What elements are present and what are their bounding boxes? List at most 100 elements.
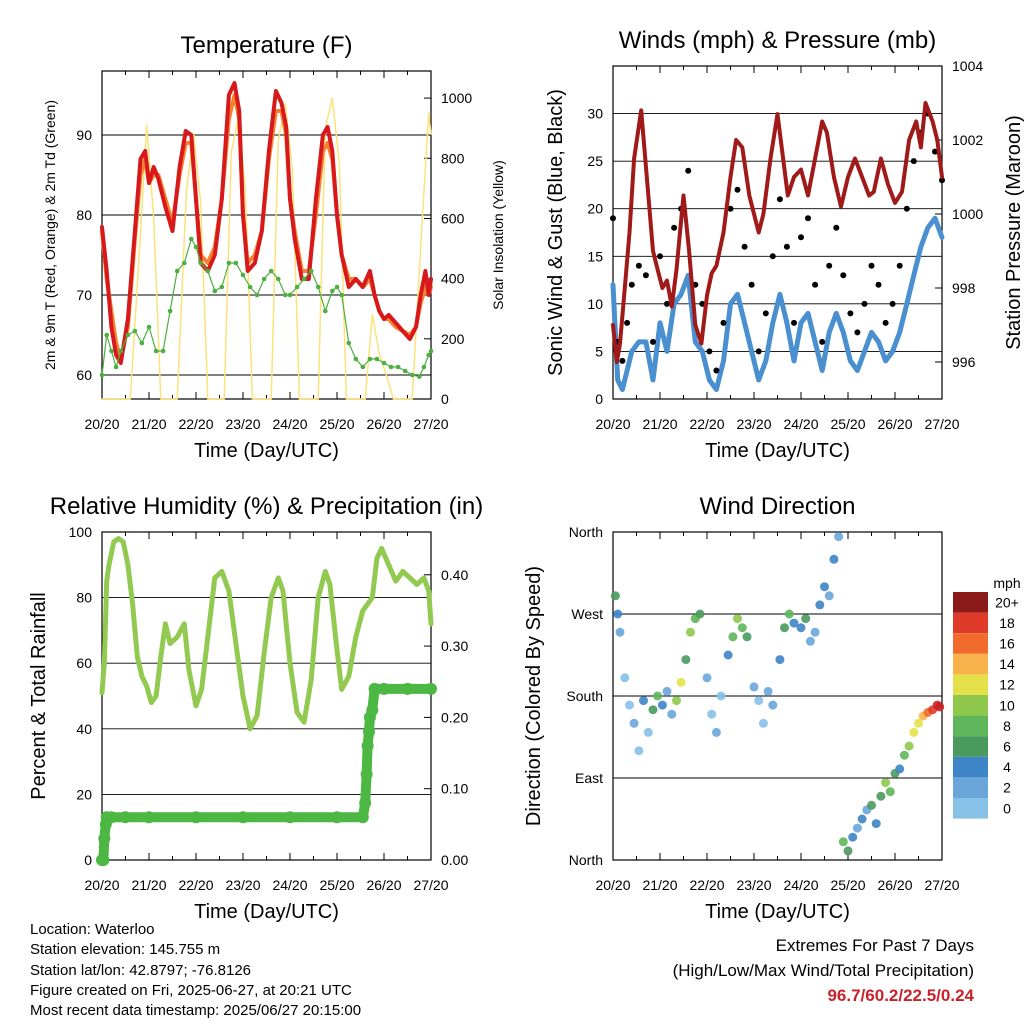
x-tick-label: 26/20 [877, 416, 912, 432]
precipitation-point [378, 682, 390, 695]
wind-direction-point [801, 614, 811, 624]
gust-point [791, 319, 797, 326]
wind-direction-point [657, 700, 667, 710]
legend-label: 14 [999, 656, 1015, 672]
gust-point [699, 300, 706, 307]
y-tick-label: 90 [76, 127, 92, 143]
y-tick-label: 20 [587, 201, 603, 217]
y-tick-label: 5 [595, 343, 603, 359]
legend-swatch [953, 715, 988, 737]
precipitation-point [361, 739, 374, 752]
x-tick-label: 20/20 [595, 416, 630, 432]
y-tick-label: 80 [76, 590, 92, 606]
precipitation-point [119, 811, 132, 824]
wind-direction-point [834, 532, 844, 542]
precipitation-point [366, 704, 379, 717]
wind-direction-point [615, 627, 625, 637]
y-tick-label: North [569, 524, 603, 540]
x-tick-label: 22/20 [178, 877, 213, 893]
temperature-panel: Temperature (F) Time (Day/UTC) 20/20 21/20 2… [42, 32, 506, 462]
y2-tick-label: 0 [441, 391, 449, 407]
wind-direction-point [829, 554, 839, 564]
wind-direction-point [885, 787, 895, 797]
x-tick-label: 22/20 [689, 416, 724, 432]
wind-direction-point [914, 718, 923, 728]
legend-label: 20+ [995, 594, 1019, 610]
gust-point [619, 357, 626, 364]
wind-direction-point [737, 623, 747, 633]
precipitation-point [97, 854, 110, 866]
y-tick-label: North [569, 852, 603, 868]
y2-tick-label: 996 [952, 354, 976, 370]
wind-direction-point [662, 686, 672, 696]
y-tick-label: 0 [595, 391, 603, 407]
legend-title: mph [993, 575, 1020, 591]
y2-axis-label: Solar Insolation (Yellow) [490, 160, 506, 310]
x-tick-label: 24/20 [272, 877, 307, 893]
precipitation-point [237, 811, 249, 824]
extremes-summary: Extremes For Past 7 Days (High/Low/Max W… [673, 933, 974, 1008]
wind-direction-point [754, 696, 764, 706]
chart-title: Temperature (F) [180, 32, 352, 59]
x-tick-label: 26/20 [877, 877, 912, 893]
wind-direction-point [758, 718, 768, 728]
legend-label: 0 [1003, 800, 1011, 816]
station-info: Location: Waterloo Station elevation: 14… [30, 920, 361, 1021]
wind-direction-point [909, 727, 919, 737]
solar-insolation-line [101, 97, 432, 400]
sonic-wind-line [610, 215, 945, 392]
y2-tick-label: 0.30 [441, 638, 468, 654]
wind-direction-point [733, 614, 742, 624]
y-axis-label: Sonic Wind & Gust (Blue, Black) [545, 89, 567, 376]
extremes-title: Extremes For Past 7 Days [775, 936, 974, 955]
legend-label: 6 [1003, 739, 1011, 755]
y2-tick-label: 1004 [952, 58, 983, 74]
x-tick-label: 27/20 [924, 877, 959, 893]
wind-direction-point [749, 682, 759, 692]
x-tick-label: 20/20 [84, 877, 119, 893]
wind-direction-point [672, 696, 681, 706]
gust-point [762, 310, 769, 317]
precipitation-point [356, 811, 369, 824]
wind-direction-point [610, 591, 620, 601]
x-tick-label: 20/20 [84, 416, 119, 432]
y-tick-label: 60 [76, 655, 92, 671]
chart-title: Wind Direction [699, 493, 855, 520]
x-tick-label: 24/20 [272, 416, 307, 432]
x-tick-label: 25/20 [319, 416, 354, 432]
y2-tick-label: 0.40 [441, 567, 468, 583]
precipitation-point [284, 811, 296, 824]
y-tick-label: 25 [587, 153, 603, 169]
y-tick-label: 40 [76, 721, 92, 737]
x-tick-label: 25/20 [830, 877, 865, 893]
precipitation-point [105, 811, 118, 824]
y2-tick-label: 1000 [952, 206, 983, 222]
wind-direction-point [686, 627, 695, 637]
legend-label: 8 [1003, 718, 1011, 734]
gust-point [910, 158, 917, 165]
wind-direction-point [716, 691, 726, 701]
gust-point [650, 338, 656, 345]
y2-tick-label: 998 [952, 280, 976, 296]
gust-point [769, 253, 776, 260]
gust-point [671, 224, 678, 231]
x-tick-label: 27/20 [413, 877, 448, 893]
gust-point [610, 215, 616, 222]
x-axis-label: Time (Day/UTC) [705, 440, 850, 462]
precipitation-point [143, 811, 155, 824]
wind-direction-point [639, 696, 648, 706]
y-tick-label: 70 [76, 287, 92, 303]
precipitation-point [98, 832, 111, 845]
gust-point [628, 281, 635, 288]
wind-direction-point [763, 686, 773, 696]
precipitation-line [97, 683, 436, 865]
legend-swatch [953, 633, 988, 654]
wind-direction-point [843, 846, 853, 856]
temp-2m-line [100, 81, 433, 365]
wind-direction-point [634, 746, 644, 756]
wind-direction-point [723, 650, 733, 660]
y-tick-label: 0 [84, 852, 92, 868]
wind-direction-point [648, 705, 658, 715]
legend-swatch [953, 612, 988, 634]
y2-axis-label: Station Pressure (Maroon) [1003, 115, 1024, 350]
